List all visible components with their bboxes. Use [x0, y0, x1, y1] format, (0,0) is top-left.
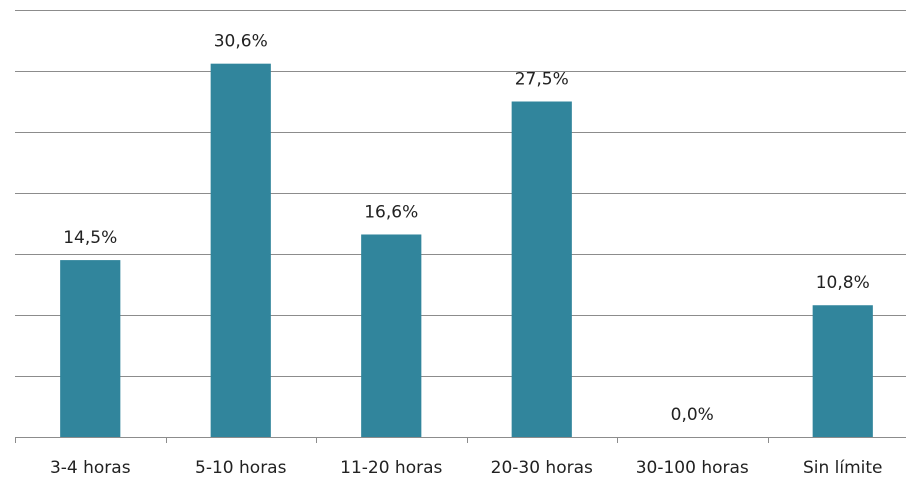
- bar: [60, 260, 121, 437]
- x-tick-label: 20-30 horas: [491, 458, 593, 478]
- x-tick-label: 3-4 horas: [50, 458, 131, 478]
- value-label: 30,6%: [214, 32, 268, 52]
- x-tick-label: Sin límite: [803, 458, 883, 478]
- value-label: 14,5%: [63, 228, 117, 248]
- x-tick-label: 11-20 horas: [340, 458, 442, 478]
- bar: [812, 305, 873, 437]
- x-tick-label: 30-100 horas: [636, 458, 749, 478]
- value-label: 16,6%: [364, 202, 418, 222]
- bar: [210, 63, 271, 438]
- bar: [361, 234, 422, 437]
- value-label: 27,5%: [515, 70, 569, 90]
- value-label: 0,0%: [671, 405, 714, 425]
- x-tick-label: 5-10 horas: [195, 458, 287, 478]
- bar: [511, 101, 572, 437]
- value-label: 10,8%: [816, 273, 870, 293]
